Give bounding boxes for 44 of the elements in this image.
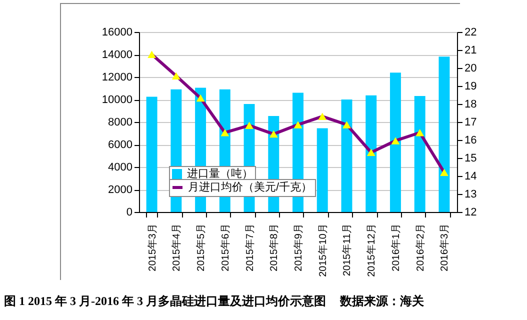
source-note: 数据来源：海关 xyxy=(340,294,424,308)
bar xyxy=(438,56,450,212)
bar xyxy=(390,72,401,212)
y2-tick-label: 20 xyxy=(464,62,477,74)
y2-tick-label: 15 xyxy=(464,152,477,164)
y2-tick-label: 12 xyxy=(464,206,477,218)
bar xyxy=(146,96,158,212)
x-tick-label: 2015年12月 xyxy=(366,224,378,277)
x-tick-label: 2015年5月 xyxy=(195,224,208,272)
y2-tick-label: 14 xyxy=(464,170,477,182)
y-tick-label: 2000 xyxy=(108,184,132,196)
y-tick-label: 8000 xyxy=(108,116,132,128)
y2-tick-label: 17 xyxy=(464,116,477,128)
y2-tick-label: 19 xyxy=(464,80,477,92)
x-tick-label: 2015年9月 xyxy=(292,224,304,272)
x-tick-label: 2015年3月 xyxy=(146,224,158,272)
x-tick-label: 2015年7月 xyxy=(244,224,256,272)
y-tick-label: 10000 xyxy=(102,94,132,106)
x-tick-label: 2015年10月 xyxy=(316,224,329,277)
x-tick-label: 2016年1月 xyxy=(390,224,402,272)
x-tick-label: 2016年2月 xyxy=(414,224,426,272)
bar xyxy=(366,95,377,212)
x-tick-label: 2015年8月 xyxy=(268,224,280,272)
bar xyxy=(414,96,426,212)
x-tick-label: 2016年3月 xyxy=(438,224,451,272)
y2-tick-label: 21 xyxy=(464,44,477,56)
y2-tick-label: 16 xyxy=(464,134,477,146)
y-tick-label: 0 xyxy=(126,206,132,218)
bar xyxy=(341,100,352,212)
y2-tick-label: 13 xyxy=(464,188,477,200)
y-tick-label: 16000 xyxy=(102,26,132,38)
y2-tick-label: 18 xyxy=(464,98,477,110)
y2-tick-label: 22 xyxy=(464,26,477,38)
x-tick-label: 2015年4月 xyxy=(170,224,183,272)
text: 图 1 2015 年 3 月-2016 年 3 月多晶硅进口量及进口均价示意图 xyxy=(4,294,326,308)
y-tick-label: 4000 xyxy=(108,162,132,174)
x-tick-label: 2015年11月 xyxy=(341,224,354,276)
legend-label: 月进口均价（美元/千克） xyxy=(188,180,312,194)
bar xyxy=(316,128,328,212)
y-tick-label: 12000 xyxy=(102,72,132,84)
legend-label: 进口量（吨） xyxy=(187,167,253,180)
y-tick-label: 14000 xyxy=(102,49,132,61)
y-tick-label: 6000 xyxy=(108,139,132,151)
x-tick-label: 2015年6月 xyxy=(219,224,232,272)
